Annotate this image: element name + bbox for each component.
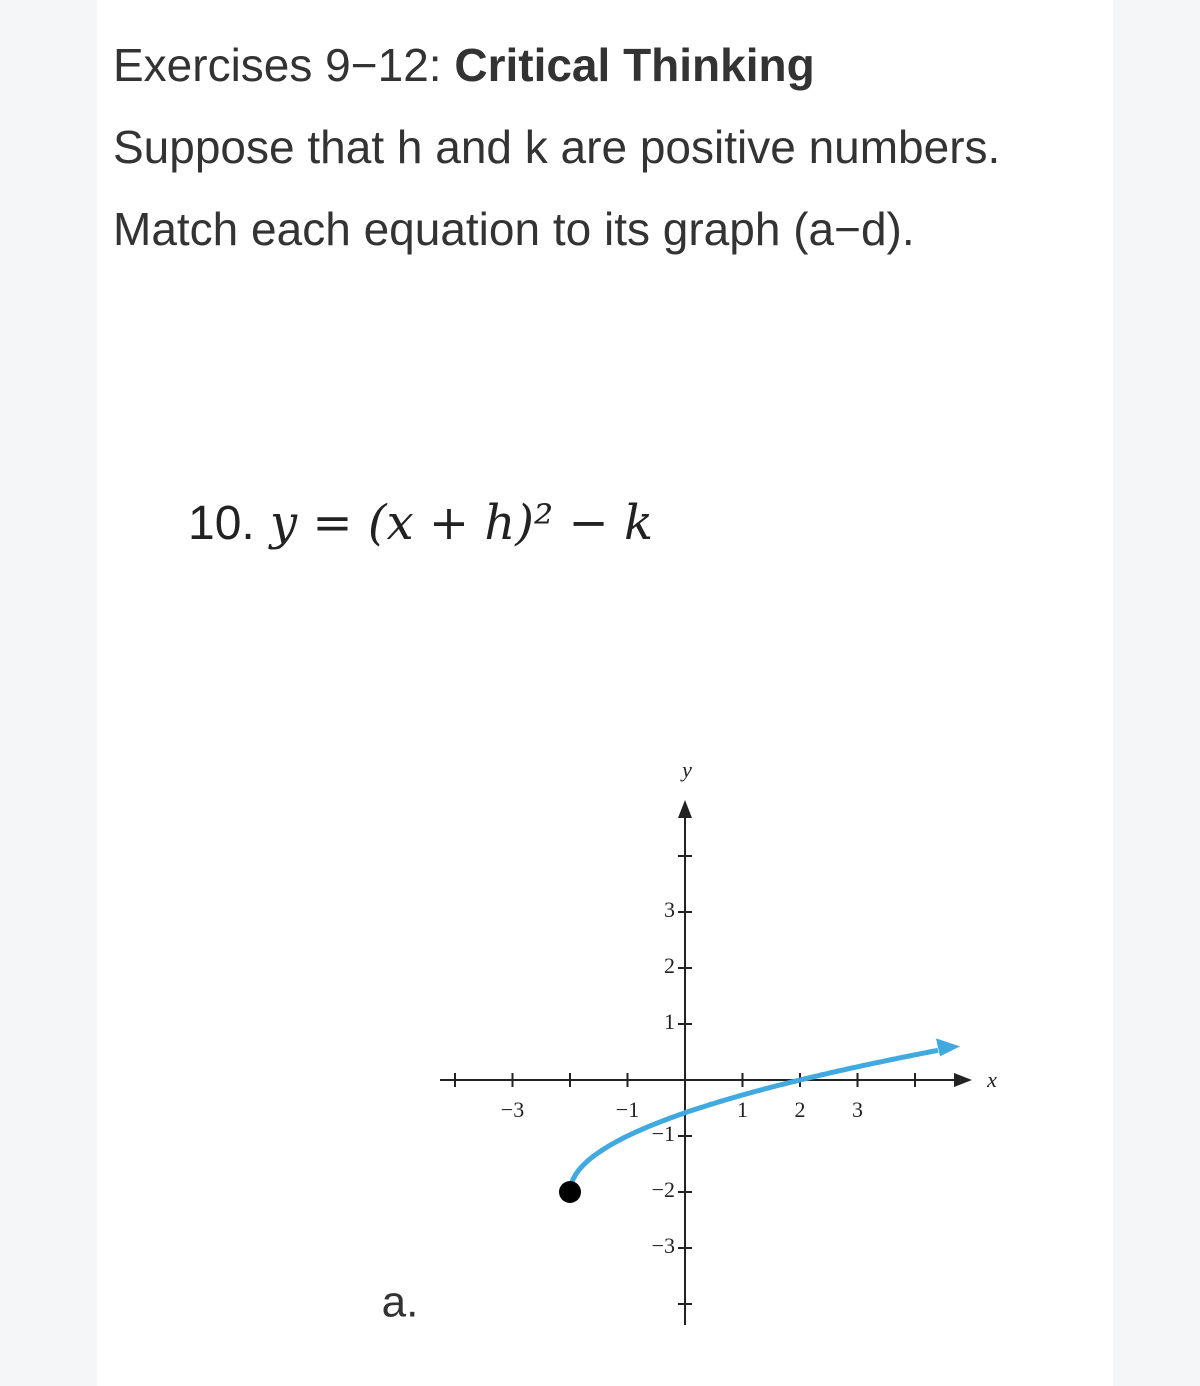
equation: y = (x + h)² − k — [270, 495, 654, 551]
y-tick-label: 3 — [664, 897, 675, 922]
y-tick-label: −2 — [652, 1177, 675, 1202]
header-prefix: Exercises 9−12: — [113, 39, 455, 91]
x-tick-label: 1 — [737, 1097, 748, 1122]
curve-start — [559, 1181, 581, 1203]
y-axis-label: y — [680, 757, 692, 782]
curve-arrow — [936, 1038, 960, 1057]
x-axis-label: x — [986, 1067, 997, 1092]
x-tick-label: −1 — [616, 1097, 639, 1122]
y-tick-label: 1 — [664, 1009, 675, 1034]
y-arrow — [678, 800, 692, 818]
curve — [567, 1047, 939, 1193]
content: Exercises 9−12: Critical Thinking Suppos… — [97, 0, 1113, 1386]
y-tick-label: 2 — [664, 953, 675, 978]
equation-line: 10. y = (x + h)² − k — [188, 495, 653, 551]
graph-label: a. — [382, 1278, 419, 1327]
header: Exercises 9−12: Critical Thinking — [113, 24, 1013, 106]
x-tick-label: 3 — [852, 1097, 863, 1122]
x-tick-label: 2 — [795, 1097, 806, 1122]
x-tick-label: −3 — [501, 1097, 524, 1122]
y-tick-label: −1 — [652, 1121, 675, 1146]
exercise-number: 10. — [188, 497, 255, 550]
x-arrow — [954, 1073, 972, 1087]
instructions: Suppose that h and k are positive number… — [113, 121, 1001, 255]
header-title: Critical Thinking — [454, 39, 815, 91]
y-tick-label: −3 — [652, 1233, 675, 1258]
